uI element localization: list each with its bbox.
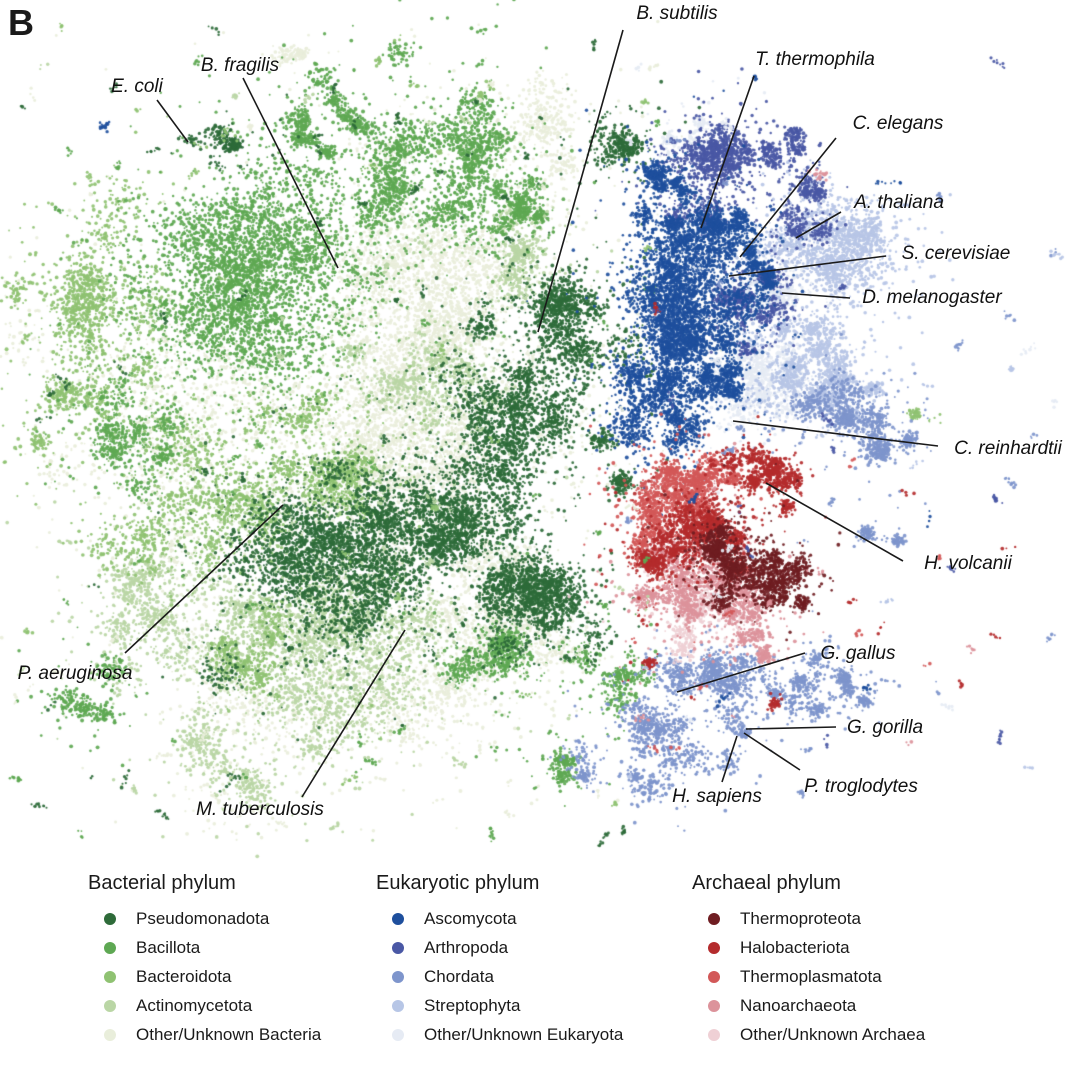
- leader-line: [795, 211, 842, 239]
- legend-dot-icon: [708, 1028, 720, 1041]
- leader-line: [728, 255, 887, 277]
- legend-item-label: Actinomycetota: [136, 995, 253, 1015]
- annotation-label: P. aeruginosa: [17, 663, 133, 684]
- panel-label: B: [8, 2, 34, 43]
- legend-item-label: Pseudomonadota: [136, 908, 270, 928]
- annotation-label: C. elegans: [852, 113, 944, 134]
- leader-line: [700, 75, 755, 229]
- legend-title: Archaeal phylum: [692, 872, 841, 894]
- legend-dot-icon: [104, 912, 116, 925]
- leader-line: [156, 99, 189, 143]
- legend-item: Streptophyta: [376, 991, 623, 1020]
- leader-line: [124, 504, 284, 654]
- legend-item-label: Other/Unknown Bacteria: [136, 1024, 322, 1044]
- legend-column-1: Eukaryotic phylum Ascomycota Arthropoda Cho…: [376, 872, 623, 1049]
- legend-item-label: Other/Unknown Archaea: [740, 1024, 926, 1044]
- legend-column-2: Archaeal phylum Thermoproteota Halobacteri…: [692, 872, 925, 1049]
- legend-item-label: Other/Unknown Eukaryota: [424, 1024, 624, 1044]
- legend-item: Other/Unknown Archaea: [692, 1020, 925, 1049]
- leader-line: [242, 77, 339, 269]
- legend-item: Arthropoda: [376, 933, 623, 962]
- annotation-label: M. tuberculosis: [196, 799, 324, 820]
- annotation-label: H. sapiens: [672, 786, 762, 807]
- species-annotations: E. coli B. fragilis B. subtilis T. thermoph…: [17, 3, 1062, 820]
- umap-scatter-canvas: [0, 0, 1080, 860]
- legend-item-label: Chordata: [424, 966, 494, 986]
- legend-item-label: Thermoproteota: [740, 908, 861, 928]
- legend-item-label: Ascomycota: [424, 908, 517, 928]
- leader-line: [743, 732, 801, 771]
- legend: Bacterial phylum Pseudomonadota Bacillota B…: [0, 866, 1080, 1076]
- legend-item-label: Thermoplasmatota: [740, 966, 882, 986]
- legend-dot-icon: [392, 999, 404, 1012]
- legend-item-label: Nanoarchaeota: [740, 995, 857, 1015]
- annotation-label: H. volcanii: [924, 553, 1012, 574]
- legend-dot-icon: [708, 941, 720, 954]
- leader-line: [721, 735, 738, 783]
- legend-item: Thermoproteota: [692, 904, 925, 933]
- legend-dot-icon: [104, 1028, 116, 1041]
- leader-line: [739, 137, 837, 258]
- legend-dot-icon: [708, 970, 720, 983]
- legend-dot-icon: [708, 999, 720, 1012]
- annotation-label: S. cerevisiae: [901, 243, 1011, 264]
- legend-title: Bacterial phylum: [88, 872, 236, 894]
- legend-item: Pseudomonadota: [88, 904, 321, 933]
- legend-dot-icon: [104, 941, 116, 954]
- annotation-label: D. melanogaster: [862, 287, 1002, 308]
- legend-dot-icon: [392, 970, 404, 983]
- annotation-label: E. coli: [111, 76, 163, 97]
- leader-line: [732, 420, 939, 447]
- legend-item-label: Arthropoda: [424, 937, 509, 957]
- legend-item: Actinomycetota: [88, 991, 321, 1020]
- legend-item-label: Bacillota: [136, 937, 201, 957]
- annotation-label: G. gorilla: [846, 717, 924, 738]
- leader-line: [781, 292, 851, 299]
- legend-item-label: Bacteroidota: [136, 966, 232, 986]
- legend-item: Nanoarchaeota: [692, 991, 925, 1020]
- legend-item: Halobacteriota: [692, 933, 925, 962]
- legend-dot-icon: [392, 941, 404, 954]
- annotation-label: C. reinhardtii: [954, 438, 1062, 459]
- annotation-label: B. fragilis: [200, 55, 280, 76]
- legend-item: Bacteroidota: [88, 962, 321, 991]
- annotation-leader-lines: [124, 29, 939, 798]
- legend-item: Other/Unknown Eukaryota: [376, 1020, 623, 1049]
- legend-dot-icon: [104, 970, 116, 983]
- annotation-label: P. troglodytes: [804, 776, 918, 797]
- leader-line: [537, 29, 624, 333]
- legend-item: Ascomycota: [376, 904, 623, 933]
- legend-item: Thermoplasmatota: [692, 962, 925, 991]
- leader-line: [301, 629, 406, 798]
- legend-dot-icon: [392, 912, 404, 925]
- legend-item-label: Halobacteriota: [740, 937, 850, 957]
- leader-line: [676, 652, 806, 693]
- leader-line: [745, 726, 837, 730]
- legend-column-0: Bacterial phylum Pseudomonadota Bacillota B…: [88, 872, 321, 1049]
- legend-dot-icon: [104, 999, 116, 1012]
- legend-item: Other/Unknown Bacteria: [88, 1020, 321, 1049]
- annotation-label: A. thaliana: [854, 192, 944, 213]
- legend-item-label: Streptophyta: [424, 995, 521, 1015]
- legend-dot-icon: [392, 1028, 404, 1041]
- legend-title: Eukaryotic phylum: [376, 872, 540, 894]
- legend-item: Chordata: [376, 962, 623, 991]
- annotation-label: B. subtilis: [636, 3, 718, 24]
- annotation-label: G. gallus: [820, 643, 896, 664]
- legend-item: Bacillota: [88, 933, 321, 962]
- leader-line: [765, 482, 904, 562]
- annotation-label: T. thermophila: [755, 49, 875, 70]
- legend-dot-icon: [708, 912, 720, 925]
